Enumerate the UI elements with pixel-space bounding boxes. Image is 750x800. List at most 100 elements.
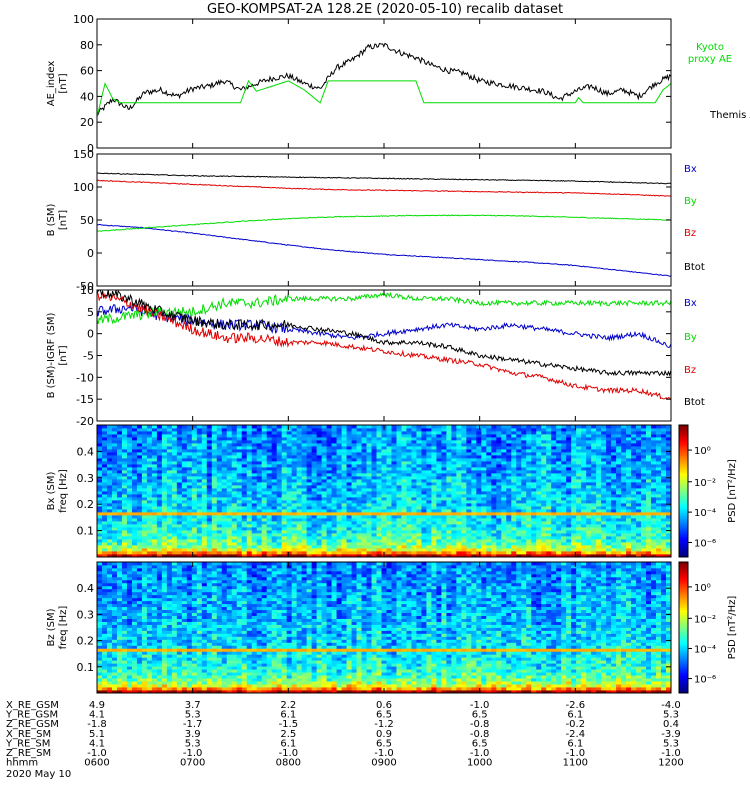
spectrogram-cell (516, 518, 522, 522)
spectrogram-cell (296, 515, 303, 519)
spectrogram-cell (451, 542, 457, 546)
spectrogram-cell (106, 512, 113, 516)
spectrogram-cell (546, 542, 552, 546)
spectrogram-cell (176, 449, 183, 453)
spectrogram-cell (551, 536, 557, 540)
spectrogram-cell (621, 461, 627, 465)
spectrogram-cell (531, 536, 537, 540)
spectrogram-cell (116, 545, 123, 549)
spectrogram-cell (316, 443, 323, 447)
y-tick-label: 0 (87, 142, 94, 155)
spectrogram-cell (306, 524, 313, 528)
spectrogram-cell (291, 470, 298, 474)
spectrogram-cell (211, 470, 218, 474)
spectrogram-cell (311, 431, 318, 435)
spectrogram-cell (471, 536, 477, 540)
spectrogram-cell (456, 473, 462, 477)
spectrogram-cell (436, 464, 442, 468)
spectrogram-cell (97, 542, 103, 546)
spectrogram-cell (131, 431, 138, 435)
spectrogram-cell (201, 506, 208, 510)
spectrogram-cell (416, 473, 422, 477)
spectrogram-cell (601, 482, 607, 486)
spectrogram-cell (266, 503, 273, 507)
spectrogram-cell (336, 494, 342, 498)
spectrogram-cell (506, 476, 512, 480)
spectrogram-cell (166, 551, 173, 555)
spectrogram-cell (336, 542, 342, 546)
spectrogram-cell (121, 548, 128, 552)
spectrogram-cell (191, 545, 198, 549)
spectrogram-cell (401, 524, 407, 528)
spectrogram-cell (611, 500, 617, 504)
spectrogram-cell (536, 515, 542, 519)
spectrogram-cell (486, 506, 492, 510)
spectrogram-cell (611, 428, 617, 432)
spectrogram-cell (296, 545, 303, 549)
spectrogram-cell (516, 494, 522, 498)
spectrogram-cell (286, 494, 293, 498)
spectrogram-cell (381, 548, 387, 552)
spectrogram-cell (576, 485, 582, 489)
spectrogram-cell (611, 440, 617, 444)
spectrogram-cell (501, 482, 507, 486)
spectrogram-cell (171, 431, 178, 435)
spectrogram-cell (101, 434, 108, 438)
spectrogram-cell (641, 530, 647, 534)
spectrogram-cell (241, 518, 248, 522)
spectrogram-cell (97, 440, 103, 444)
spectrogram-cell (441, 545, 447, 549)
spectrogram-cell (381, 479, 387, 483)
spectrogram-cell (251, 485, 258, 489)
spectrogram-cell (636, 476, 642, 480)
spectrogram-cell (221, 428, 228, 432)
spectrogram-cell (426, 533, 432, 537)
spectrogram-cell (426, 455, 432, 459)
spectrogram-cell (221, 551, 228, 555)
spectrogram-cell (611, 458, 617, 462)
spectrogram-cell (136, 467, 143, 471)
spectrogram-cell (446, 467, 452, 471)
spectrogram-cell (206, 458, 213, 462)
spectrogram-cell (471, 539, 477, 543)
spectrogram-cell (556, 506, 562, 510)
spectrogram-cell (201, 476, 208, 480)
spectrogram-cell (241, 443, 248, 447)
spectrogram-cell (626, 488, 632, 492)
spectrogram-cell (281, 506, 288, 510)
spectrogram-cell (151, 536, 158, 540)
spectrogram-cell (561, 470, 567, 474)
spectrogram-cell (636, 425, 642, 429)
spectrogram-cell (591, 482, 597, 486)
spectrogram-cell (156, 449, 163, 453)
spectrogram-cell (381, 467, 387, 471)
spectrogram-cell (456, 554, 462, 558)
spectrogram-cell (146, 458, 153, 462)
spectrogram-cell (281, 530, 288, 534)
spectrogram-cell (541, 548, 547, 552)
spectrogram-cell (406, 512, 412, 516)
spectrogram-cell (636, 548, 642, 552)
spectrogram-cell (116, 455, 123, 459)
spectrogram-cell (411, 458, 417, 462)
spectrogram-cell (186, 545, 193, 549)
spectrogram-cell (136, 500, 143, 504)
spectrogram-cell (376, 536, 382, 540)
spectrogram-cell (606, 545, 612, 549)
spectrogram-cell (271, 494, 278, 498)
spectrogram-cell (616, 506, 622, 510)
spectrogram-cell (346, 497, 352, 501)
spectrogram-cell (536, 482, 542, 486)
spectrogram-cell (131, 470, 138, 474)
spectrogram-cell (506, 452, 512, 456)
spectrogram-cell (401, 521, 407, 525)
spectrogram-cell (221, 440, 228, 444)
spectrogram-cell (601, 533, 607, 537)
spectrogram-cell (381, 461, 387, 465)
spectrogram-cell (271, 524, 278, 528)
spectrogram-cell (641, 431, 647, 435)
spectrogram-cell (451, 452, 457, 456)
spectrogram-cell (636, 485, 642, 489)
spectrogram-cell (616, 509, 622, 513)
spectrogram-cell (576, 488, 582, 492)
